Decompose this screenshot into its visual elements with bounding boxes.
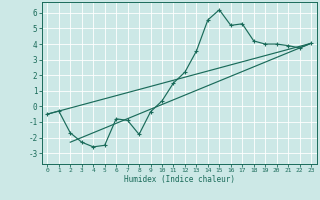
X-axis label: Humidex (Indice chaleur): Humidex (Indice chaleur) [124,175,235,184]
